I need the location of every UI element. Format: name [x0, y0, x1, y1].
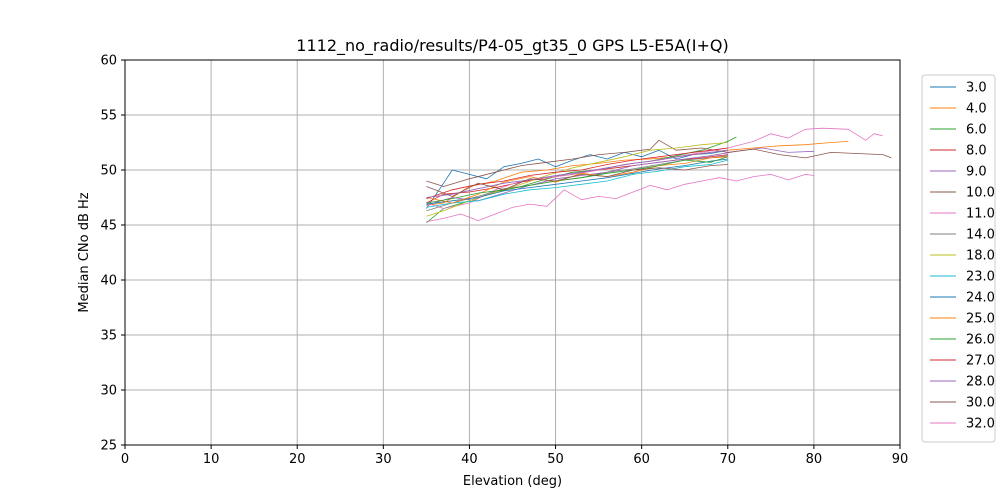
legend-label: 28.0: [966, 375, 995, 390]
series-line-30.0: [426, 164, 728, 197]
legend-label: 6.0: [966, 123, 987, 138]
x-tick-label: 50: [547, 452, 564, 467]
x-tick-label: 30: [375, 452, 392, 467]
series-line-18.0: [426, 142, 728, 217]
series-line-32.0: [426, 173, 814, 223]
legend-label: 10.0: [966, 186, 995, 201]
legend-label: 8.0: [966, 144, 987, 159]
series-line-24.0: [426, 158, 728, 205]
y-tick-label: 55: [100, 109, 117, 124]
series-line-23.0: [426, 159, 728, 208]
legend: 3.0 4.0 6.0 8.0 9.0 10.0 11.0 14.0 18.0 23.0 24.0 2…: [921, 74, 996, 443]
x-tick-label: 20: [289, 452, 306, 467]
legend-box: [921, 74, 996, 443]
x-tick-label: 40: [461, 452, 478, 467]
x-tick-label: 60: [633, 452, 650, 467]
x-tick-label: 70: [720, 452, 737, 467]
y-tick-label: 40: [100, 274, 117, 289]
legend-label: 25.0: [966, 312, 995, 327]
grid: [124, 59, 901, 446]
x-axis-ticks: 0 10 20 30 40 50 60 70 80 90: [121, 445, 908, 467]
x-tick-label: 10: [203, 452, 220, 467]
x-tick-label: 80: [806, 452, 823, 467]
legend-label: 26.0: [966, 333, 995, 348]
legend-label: 23.0: [966, 270, 995, 285]
y-tick-label: 25: [100, 439, 117, 454]
plot-frame: [124, 59, 901, 446]
legend-label: 32.0: [966, 417, 995, 432]
y-tick-label: 60: [100, 54, 117, 69]
series-line-6.0: [426, 136, 737, 224]
series-line-3.0: [426, 149, 728, 209]
series-line-8.0: [426, 154, 728, 204]
x-tick-label: 90: [892, 452, 909, 467]
y-tick-label: 30: [100, 384, 117, 399]
x-tick-label: 0: [121, 452, 129, 467]
legend-label: 9.0: [966, 165, 987, 180]
legend-label: 3.0: [966, 81, 987, 96]
y-tick-label: 35: [100, 329, 117, 344]
y-tick-label: 45: [100, 219, 117, 234]
legend-label: 11.0: [966, 207, 995, 222]
legend-label: 24.0: [966, 291, 995, 306]
plot-lines: [426, 127, 892, 224]
series-line-10.0: [426, 139, 892, 187]
chart-title: 1112_no_radio/results/P4-05_gt35_0 GPS L…: [296, 36, 728, 56]
x-axis-label: Elevation (deg): [463, 474, 562, 489]
series-line-28.0: [426, 149, 728, 198]
legend-label: 18.0: [966, 249, 995, 264]
series-line-11.0: [426, 127, 883, 209]
legend-label: 4.0: [966, 102, 987, 117]
y-axis-ticks: 25 30 35 40 45 50 55 60: [100, 54, 125, 454]
series-line-25.0: [426, 156, 728, 204]
y-tick-label: 50: [100, 164, 117, 179]
legend-label: 14.0: [966, 228, 995, 243]
series-line-26.0: [426, 156, 728, 204]
legend-label: 27.0: [966, 354, 995, 369]
y-axis-label: Median CNo dB Hz: [77, 192, 92, 312]
series-line-27.0: [426, 147, 728, 199]
legend-label: 30.0: [966, 396, 995, 411]
